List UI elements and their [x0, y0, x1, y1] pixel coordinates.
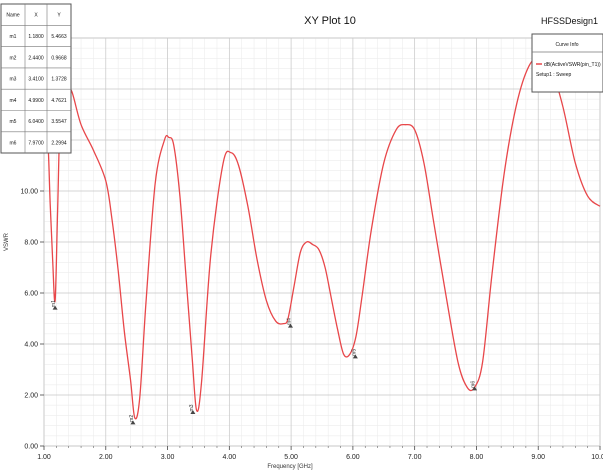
y-tick-label: 8.00 [24, 240, 38, 247]
x-axis-label: Frequency [GHz] [267, 464, 313, 470]
marker-table-cell: 3.4100 [28, 77, 44, 83]
marker-table[interactable]: Name X Ym1 1.1800 5.4663 m2 2.4400 0.9668 m3 3.41… [0, 3, 72, 154]
chart-title: XY Plot 10 [304, 15, 356, 27]
legend-setup: Setup1 : Sweep [536, 72, 572, 78]
marker-label: m6 [471, 381, 477, 388]
x-tick-label: 9.00 [531, 454, 545, 461]
marker-table-cell: 4.9900 [28, 98, 44, 104]
marker-label: m5 [351, 349, 357, 356]
marker-point[interactable] [287, 323, 293, 328]
marker-table-header: Name [6, 13, 20, 19]
y-tick-label: 0.00 [24, 444, 38, 451]
marker-label: m4 [286, 318, 292, 325]
x-tick-label: 3.00 [161, 454, 175, 461]
series-group [43, 55, 601, 420]
marker-table-cell: 4.7621 [51, 98, 67, 104]
marker-table-cell: m1 [10, 34, 17, 40]
legend-frame [531, 33, 603, 93]
marker-point[interactable] [190, 409, 196, 414]
marker-point[interactable] [52, 305, 58, 310]
marker-point[interactable] [352, 354, 358, 359]
marker-table-cell: 2.4400 [28, 55, 44, 61]
x-tick-label: 2.00 [99, 454, 113, 461]
marker-table-header: Y [57, 13, 61, 19]
marker-table-cell: 5.4663 [51, 34, 67, 40]
y-axis-label: VSWR [4, 232, 10, 251]
marker-table-cell: 3.5547 [51, 119, 67, 125]
curve-info-legend[interactable]: Curve Info dB(ActiveVSWR(pin_T1)) Setup1… [531, 33, 603, 93]
x-tick-label: 1.00 [37, 454, 51, 461]
marker-table-header: X [34, 13, 38, 19]
marker-table-frame [0, 3, 72, 154]
marker-table-cell: m2 [10, 55, 17, 61]
marker-table-cell: 0.9668 [51, 55, 67, 61]
y-tick-label: 6.00 [24, 291, 38, 298]
marker-table-cell: 1.1800 [28, 34, 44, 40]
marker-label: m3 [189, 404, 195, 411]
marker-label: m2 [129, 415, 135, 422]
legend-title: Curve Info [555, 42, 578, 48]
marker-point[interactable] [472, 386, 478, 391]
marker-group: m1 m2 m3 m4 m5 m6 [51, 300, 478, 425]
marker-label: m1 [51, 300, 57, 307]
marker-table-cell: 1.3728 [51, 77, 67, 83]
marker-table-cell: m3 [10, 77, 17, 83]
series-line [43, 55, 601, 420]
x-tick-label: 6.00 [346, 454, 360, 461]
marker-table-cell: 2.2994 [51, 140, 67, 146]
y-tick-label: 10.00 [20, 189, 38, 196]
x-tick-label: 7.00 [408, 454, 422, 461]
marker-table-cell: m4 [10, 98, 17, 104]
legend-series-name: dB(ActiveVSWR(pin_T1)) [544, 62, 601, 68]
marker-table-cell: m5 [10, 119, 17, 125]
x-tick-label: 4.00 [223, 454, 237, 461]
marker-table-cell: m6 [10, 140, 17, 146]
x-tick-label: 10.00 [591, 454, 603, 461]
project-name: HFSSDesign1 [541, 16, 598, 26]
marker-table-cell: 6.0400 [28, 119, 44, 125]
marker-table-cell: 7.9700 [28, 140, 44, 146]
x-tick-label: 8.00 [470, 454, 484, 461]
y-tick-label: 2.00 [24, 393, 38, 400]
y-tick-label: 4.00 [24, 342, 38, 349]
x-tick-labels: 1.00 2.00 3.00 4.00 5.00 6.00 7.00 8.00 9.00 10.0… [37, 446, 603, 461]
x-tick-label: 5.00 [284, 454, 298, 461]
marker-point[interactable] [130, 420, 136, 425]
